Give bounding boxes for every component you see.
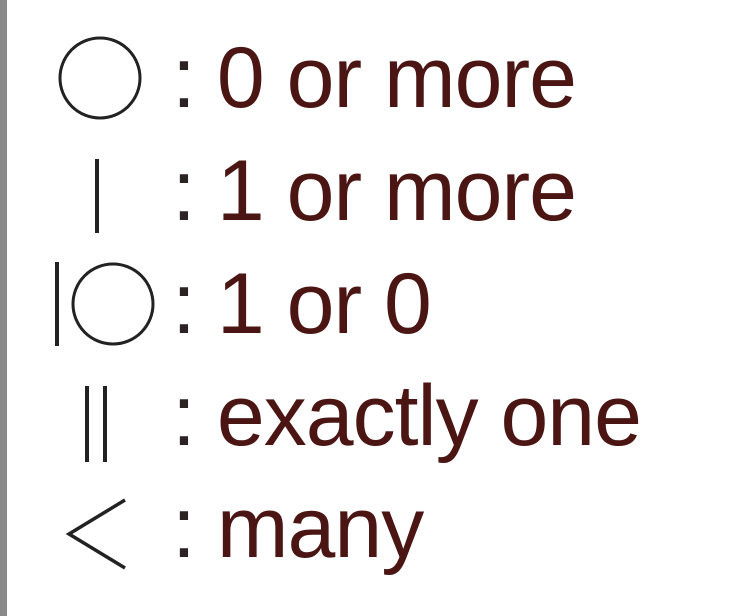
legend-colon: : — [172, 368, 196, 464]
legend-colon: : — [172, 30, 196, 126]
legend-label: 0 or more — [216, 30, 577, 126]
legend-text: : many — [172, 478, 424, 578]
single-bar-icon — [45, 133, 175, 249]
left-border — [0, 0, 7, 616]
legend-colon: : — [172, 480, 196, 576]
legend-label: 1 or more — [216, 143, 577, 239]
legend-label: exactly one — [216, 368, 642, 464]
legend-row-many: : many — [0, 470, 738, 586]
legend-row-one-or-zero: :1 or 0 — [0, 246, 738, 362]
legend-row-exactly-one: : exactly one — [0, 358, 738, 474]
legend-label: many — [216, 480, 424, 576]
legend-text: :1 or more — [172, 141, 577, 241]
legend-row-one-or-more: :1 or more — [0, 133, 738, 249]
double-bar-icon — [45, 358, 175, 474]
legend-text: :1 or 0 — [172, 254, 432, 354]
crows-foot-icon — [45, 470, 175, 586]
circle-icon — [45, 20, 175, 136]
legend-text: :0 or more — [172, 28, 577, 128]
legend-text: : exactly one — [172, 366, 642, 466]
legend-colon: : — [172, 256, 196, 352]
legend-row-zero-or-more: :0 or more — [0, 20, 738, 136]
bar-circle-icon — [45, 246, 175, 362]
legend-label: 1 or 0 — [216, 256, 432, 352]
legend-colon: : — [172, 143, 196, 239]
